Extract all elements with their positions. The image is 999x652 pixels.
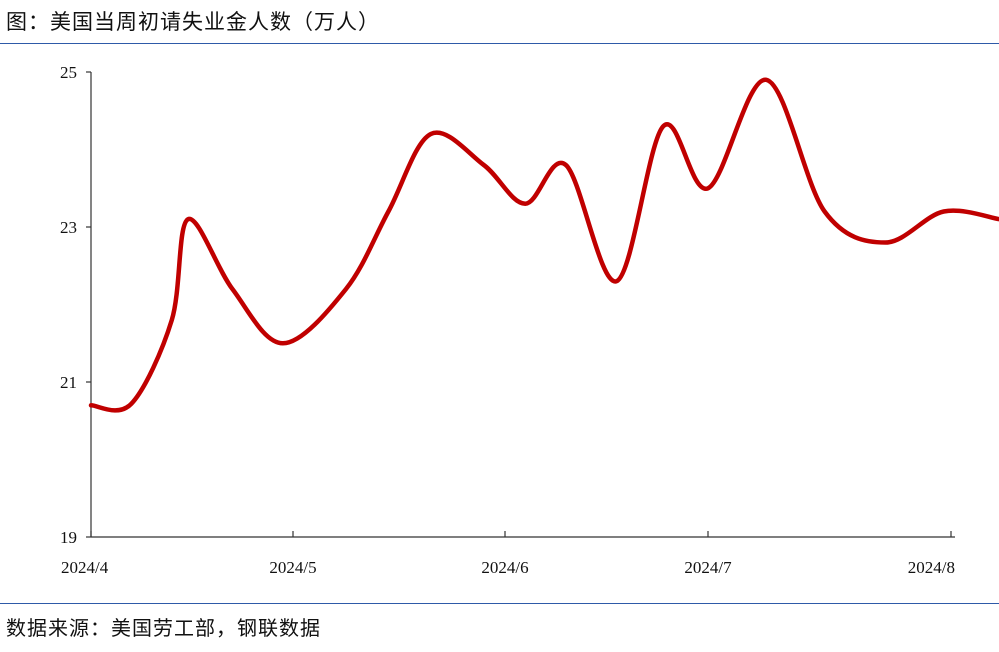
x-tick-label: 2024/7: [684, 558, 732, 577]
y-tick-label: 25: [60, 63, 77, 82]
chart-series: [88, 77, 999, 413]
header-rule: [0, 43, 999, 44]
y-tick-label: 19: [60, 528, 77, 547]
data-source-note: 数据来源：美国劳工部，钢联数据: [6, 616, 321, 640]
series-line: [88, 77, 999, 413]
chart-axes: [90, 72, 955, 538]
y-tick-label: 21: [60, 373, 77, 392]
x-tick-label: 2024/4: [61, 558, 109, 577]
x-tick-label: 2024/5: [269, 558, 316, 577]
x-tick-label: 2024/6: [481, 558, 528, 577]
y-tick-label: 23: [60, 218, 77, 237]
chart-title: 图：美国当周初请失业金人数（万人）: [6, 10, 380, 34]
footer-rule: [0, 603, 999, 604]
x-tick-label: 2024/8: [908, 558, 955, 577]
chart-ticks: 19 21 23 25 2024/4 2024/5 2024/6 2024/7 2024/8: [60, 63, 955, 577]
